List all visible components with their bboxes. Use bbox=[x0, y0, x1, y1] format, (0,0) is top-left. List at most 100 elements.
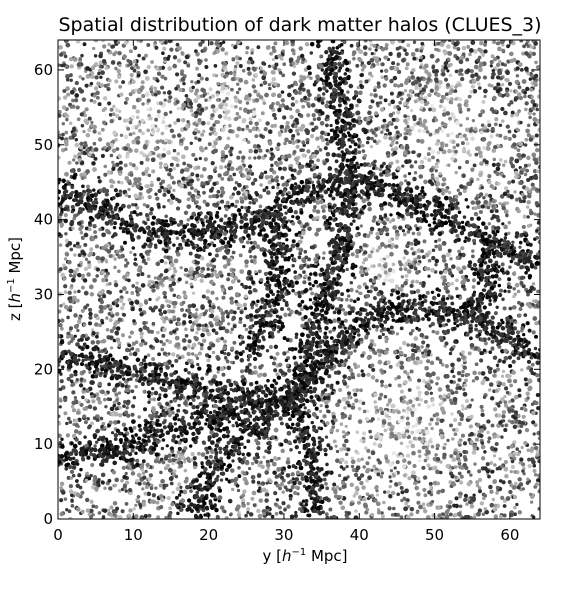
halo-point bbox=[223, 146, 228, 151]
halo-point bbox=[162, 192, 167, 197]
halo-point bbox=[180, 498, 186, 504]
halo-point bbox=[347, 394, 352, 399]
halo-point bbox=[454, 69, 459, 74]
halo-point bbox=[461, 407, 465, 411]
halo-point bbox=[163, 189, 167, 193]
halo-point bbox=[206, 121, 211, 126]
halo-point bbox=[70, 441, 74, 446]
halo-point bbox=[121, 80, 126, 85]
halo-point bbox=[450, 131, 454, 136]
halo-point bbox=[128, 162, 133, 166]
halo-point bbox=[454, 194, 459, 199]
halo-point bbox=[241, 118, 247, 123]
halo-point bbox=[437, 246, 443, 252]
halo-point bbox=[466, 107, 471, 112]
halo-point bbox=[319, 379, 325, 385]
halo-point bbox=[402, 232, 407, 237]
halo-point bbox=[93, 435, 97, 440]
halo-point bbox=[430, 321, 435, 327]
halo-point bbox=[197, 205, 202, 210]
halo-point bbox=[453, 89, 458, 93]
halo-point bbox=[224, 207, 229, 212]
halo-point bbox=[392, 225, 398, 230]
halo-point bbox=[85, 497, 90, 503]
halo-point bbox=[363, 446, 368, 450]
halo-point bbox=[240, 205, 244, 210]
halo-point bbox=[507, 355, 513, 360]
halo-point bbox=[156, 114, 161, 119]
halo-point bbox=[225, 359, 230, 364]
halo-point bbox=[83, 232, 89, 238]
halo-point bbox=[333, 370, 338, 375]
halo-point bbox=[284, 40, 290, 46]
halo-point bbox=[281, 490, 285, 494]
halo-point bbox=[73, 154, 78, 159]
halo-point bbox=[120, 383, 125, 388]
halo-point bbox=[251, 479, 256, 484]
halo-point bbox=[406, 230, 411, 234]
halo-point bbox=[271, 45, 276, 50]
halo-point bbox=[359, 265, 364, 271]
halo-point bbox=[236, 190, 241, 196]
halo-point bbox=[245, 101, 250, 105]
halo-point bbox=[418, 504, 423, 510]
halo-point bbox=[273, 344, 279, 349]
halo-point bbox=[393, 466, 397, 470]
halo-point bbox=[448, 468, 453, 473]
halo-point bbox=[138, 269, 143, 273]
halo-point bbox=[248, 200, 252, 205]
halo-point bbox=[350, 464, 355, 469]
halo-point bbox=[426, 450, 431, 455]
halo-point bbox=[229, 330, 233, 335]
halo-point bbox=[114, 138, 118, 142]
halo-point bbox=[64, 252, 70, 257]
halo-point bbox=[446, 438, 450, 443]
halo-point bbox=[456, 511, 462, 517]
halo-point bbox=[345, 267, 349, 272]
halo-point bbox=[223, 214, 228, 218]
halo-point bbox=[169, 372, 174, 378]
halo-point bbox=[445, 82, 451, 88]
halo-point bbox=[370, 375, 376, 380]
halo-point bbox=[455, 278, 459, 283]
halo-point bbox=[323, 447, 328, 453]
halo-point bbox=[375, 235, 381, 240]
halo-point bbox=[514, 234, 519, 239]
halo-point bbox=[431, 248, 436, 252]
halo-point bbox=[127, 187, 131, 192]
halo-point bbox=[204, 98, 208, 102]
halo-point bbox=[264, 492, 269, 497]
halo-point bbox=[332, 218, 337, 222]
halo-point bbox=[396, 52, 402, 57]
halo-point bbox=[149, 329, 155, 334]
halo-point bbox=[65, 433, 70, 438]
halo-point bbox=[207, 345, 212, 351]
halo-point bbox=[164, 126, 169, 130]
halo-point bbox=[66, 416, 71, 421]
halo-point bbox=[247, 368, 252, 373]
halo-point bbox=[383, 490, 387, 494]
halo-point bbox=[350, 456, 354, 461]
halo-point bbox=[215, 297, 219, 301]
halo-point bbox=[253, 89, 258, 94]
halo-point bbox=[114, 407, 119, 411]
halo-point bbox=[254, 121, 259, 126]
halo-point bbox=[403, 353, 408, 358]
halo-point bbox=[122, 404, 126, 408]
halo-point bbox=[532, 112, 536, 116]
halo-point bbox=[140, 283, 146, 288]
halo-point bbox=[487, 174, 492, 179]
halo-point bbox=[228, 123, 232, 128]
halo-point bbox=[492, 157, 497, 162]
halo-point bbox=[433, 203, 438, 208]
halo-point bbox=[514, 412, 518, 417]
halo-point bbox=[400, 275, 405, 279]
halo-point bbox=[112, 387, 117, 393]
halo-point bbox=[431, 155, 435, 160]
halo-point bbox=[171, 490, 175, 495]
halo-point bbox=[260, 464, 265, 469]
halo-point bbox=[348, 368, 354, 373]
halo-point bbox=[159, 405, 164, 410]
halo-point bbox=[132, 131, 136, 136]
halo-point bbox=[315, 136, 320, 141]
